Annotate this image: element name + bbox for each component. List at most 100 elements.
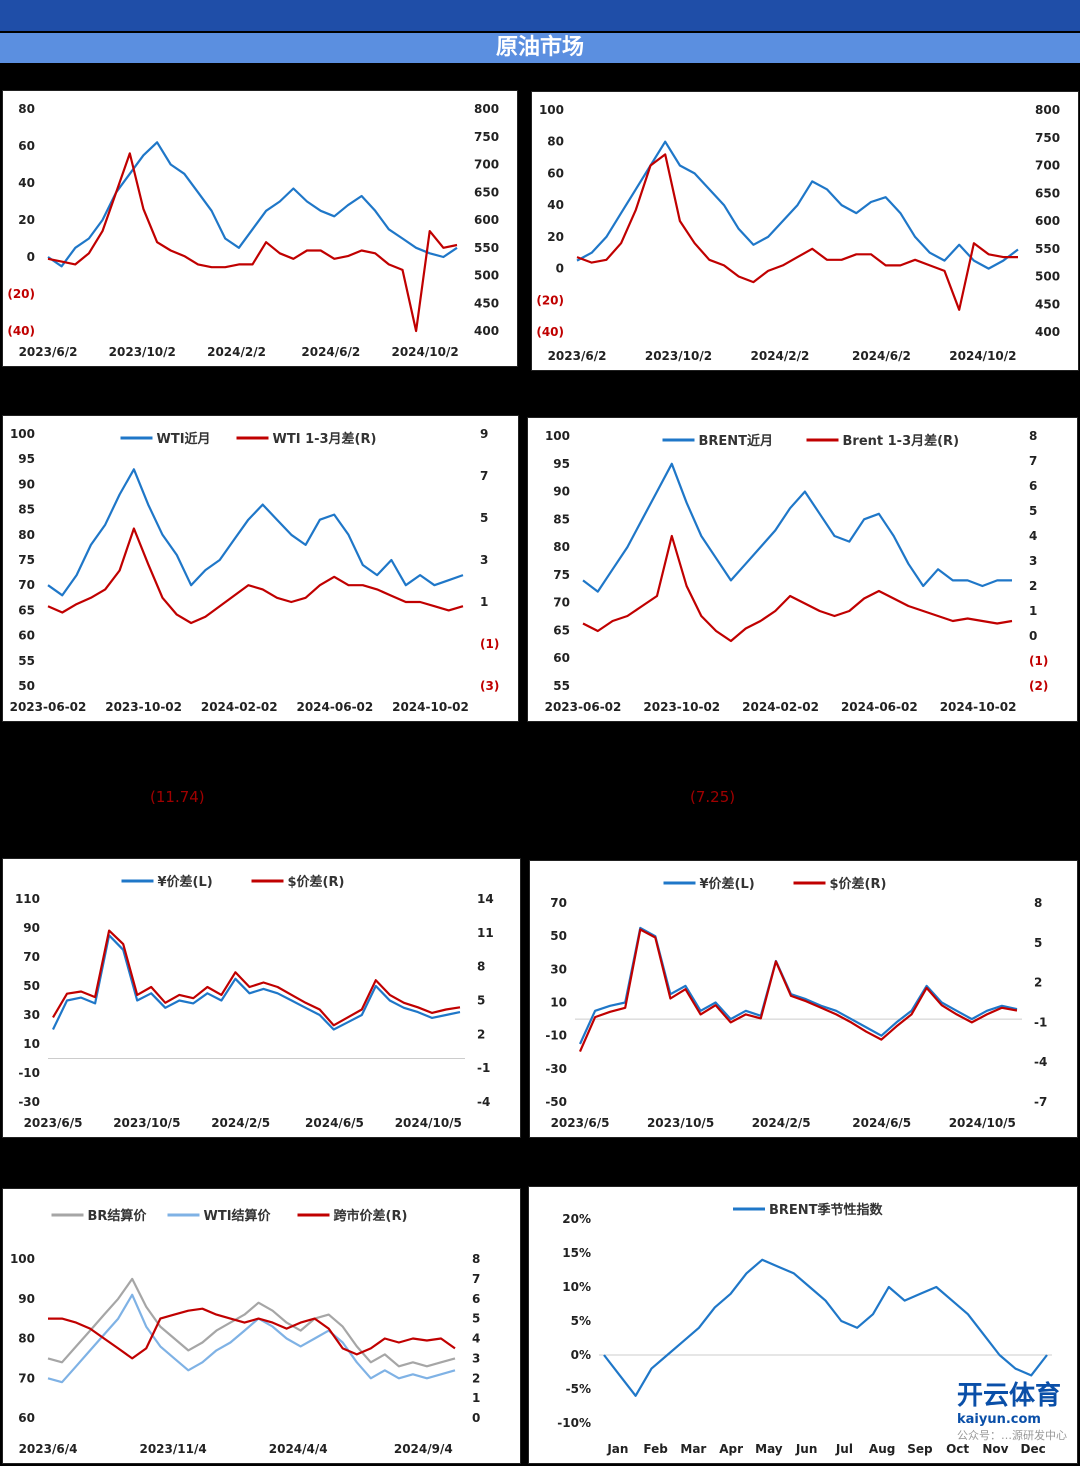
xtick-4: 2024-10-02: [392, 700, 469, 714]
ytick-right-1: 7: [480, 469, 488, 483]
ytick-left-1: 95: [553, 457, 570, 471]
ytick-left-5: -5%: [566, 1382, 591, 1396]
legend-label-1: WTI 1-3月差(R): [273, 431, 377, 447]
series-line-1: [47, 152, 458, 333]
chart-c3: 1009590858075706560555097531(1)(3)2023-0…: [10, 427, 500, 714]
ytick-right-2: 700: [1035, 159, 1060, 173]
ytick-right-5: 550: [474, 241, 499, 255]
ytick-right-1: 7: [472, 1272, 480, 1286]
ytick-left-0: 70: [550, 896, 567, 910]
xtick-1: 2023/10/5: [647, 1116, 714, 1130]
ytick-left-6: -10: [18, 1066, 40, 1080]
ytick-right-10: (2): [1029, 679, 1048, 693]
chart-panel-c6: 70 50 30 10 -10 -30 -50 8 5 2 -1 -4 -7 2023/6/5 2023/1…: [529, 860, 1078, 1138]
stray-label-left: (11.74): [150, 788, 205, 806]
ytick-right-8: 0: [1029, 629, 1037, 643]
ytick-left-1: 50: [550, 929, 567, 943]
ytick-left-6: 70: [18, 578, 35, 592]
ytick-right-3: 650: [1035, 186, 1060, 200]
legend-label-0: WTI近月: [157, 431, 211, 447]
xtick-4: 2024-10-02: [940, 700, 1017, 714]
ytick-right-3: 5: [477, 994, 485, 1008]
ytick-right-5: 3: [472, 1351, 480, 1365]
ytick-right-2: 6: [472, 1292, 480, 1306]
ytick-right-4: 4: [1029, 529, 1037, 543]
xtick-2: Mar: [680, 1442, 706, 1456]
ytick-right-0: 8: [472, 1252, 480, 1266]
ytick-left-1: 15%: [562, 1246, 591, 1260]
ytick-right-6: 500: [474, 269, 499, 283]
ytick-right-5: 550: [1035, 242, 1060, 256]
xtick-3: 2024/9/4: [394, 1442, 453, 1456]
xtick-3: 2024/6/5: [852, 1116, 911, 1130]
chart-panel-c3: 100 95 90 85 80 75 70 65 60 55 50 9 7 5 3 1 (1) (3) 2023-0…: [2, 415, 519, 722]
ytick-left-4: 20: [547, 230, 564, 244]
ytick-left-5: 75: [18, 553, 35, 567]
ytick-left-3: 40: [547, 198, 564, 212]
chart-c1: 80 60 40 20 0 (20) (40) 800 750 700 650 600 550 500 45…: [7, 102, 499, 359]
ytick-left-1: 60: [18, 139, 35, 153]
chart-c6: 70 50 30 10 -10 -30 -50 8 5 2 -1 -4 -7 2023/6/5 2023/1…: [545, 876, 1047, 1130]
ytick-left-4: 30: [23, 1008, 40, 1022]
ytick-left-3: 20: [18, 213, 35, 227]
series-line-0: [47, 141, 458, 268]
ytick-left-0: 100: [10, 1252, 35, 1266]
xtick-10: Nov: [982, 1442, 1008, 1456]
xtick-2: 2024/2/2: [751, 349, 810, 363]
xtick-0: 2023/6/5: [24, 1116, 83, 1130]
ytick-right-8: 400: [1035, 325, 1060, 339]
xtick-11: Dec: [1021, 1442, 1046, 1456]
ytick-right-7: 1: [472, 1391, 480, 1405]
ytick-left-2: 90: [553, 485, 570, 499]
ytick-left-2: 80: [18, 1332, 35, 1346]
xtick-0: 2023/6/2: [548, 349, 607, 363]
xtick-1: 2023-10-02: [643, 700, 720, 714]
ytick-left-0: 100: [539, 103, 564, 117]
xtick-2: 2024-02-02: [742, 700, 819, 714]
ytick-left-7: -30: [18, 1095, 40, 1109]
ytick-left-1: 90: [18, 1292, 35, 1306]
ytick-right-6: 2: [1029, 579, 1037, 593]
xtick-3: 2024/6/5: [305, 1116, 364, 1130]
ytick-left-6: -50: [545, 1095, 567, 1109]
series-line-1: [576, 153, 1018, 311]
legend-label-1: Brent 1-3月差(R): [843, 433, 960, 449]
ytick-left-1: 95: [18, 452, 35, 466]
ytick-left-0: 100: [545, 429, 570, 443]
ytick-right-1: 11: [477, 926, 494, 940]
legend-label-0: BRENT季节性指数: [769, 1202, 884, 1218]
ytick-left-3: 50: [23, 979, 40, 993]
series-line-1: [47, 1293, 456, 1384]
chart-c4: 100959085807570656055876543210(1)(2)2023…: [545, 429, 1049, 714]
ytick-right-4: 4: [472, 1332, 480, 1346]
ytick-right-5: -7: [1034, 1095, 1047, 1109]
ytick-right-3: 5: [472, 1312, 480, 1326]
watermark-logo: 开云体育 kaiyun.com 公众号：…源研发中心: [957, 1381, 1067, 1442]
ytick-right-2: 6: [1029, 479, 1037, 493]
xtick-0: 2023/6/2: [19, 345, 78, 359]
ytick-right-3: -1: [1034, 1015, 1047, 1029]
ytick-right-0: 8: [1034, 896, 1042, 910]
ytick-left-3: 5%: [571, 1314, 591, 1328]
ytick-left-7: 65: [18, 603, 35, 617]
xtick-4: 2024/10/5: [395, 1116, 462, 1130]
ytick-left-5: -30: [545, 1062, 567, 1076]
series-line-1: [578, 928, 1018, 1053]
ytick-left-5: (20): [7, 287, 35, 301]
ytick-left-6: (20): [536, 293, 564, 307]
ytick-right-8: 0: [472, 1411, 480, 1425]
ytick-left-10: 50: [18, 679, 35, 693]
xtick-0: 2023-06-02: [10, 700, 87, 714]
chart-panel-c4: 100 95 90 85 80 75 70 65 60 55 8 7 6 5 4 3 2 1 0 (1) (2) 2023…: [527, 417, 1078, 722]
xtick-0: 2023-06-02: [545, 700, 622, 714]
ytick-right-2: 8: [477, 960, 485, 974]
ytick-left-6: -10%: [557, 1416, 591, 1430]
xtick-0: 2023/6/4: [19, 1442, 78, 1456]
ytick-right-5: -1: [477, 1061, 490, 1075]
xtick-3: 2024/6/2: [852, 349, 911, 363]
chart-c8: 20% 15% 10% 5% 0% -5% -10% Jan Feb Mar Apr May Jun Ju…: [557, 1202, 1052, 1456]
xtick-6: Jul: [835, 1442, 853, 1456]
ytick-right-2: 2: [1034, 976, 1042, 990]
chart-c7: 100 90 80 70 60 8 7 6 5 4 3 2 1 0 2023/6/4 2023/11/4 202…: [10, 1208, 480, 1456]
series-line-0: [582, 462, 1012, 593]
